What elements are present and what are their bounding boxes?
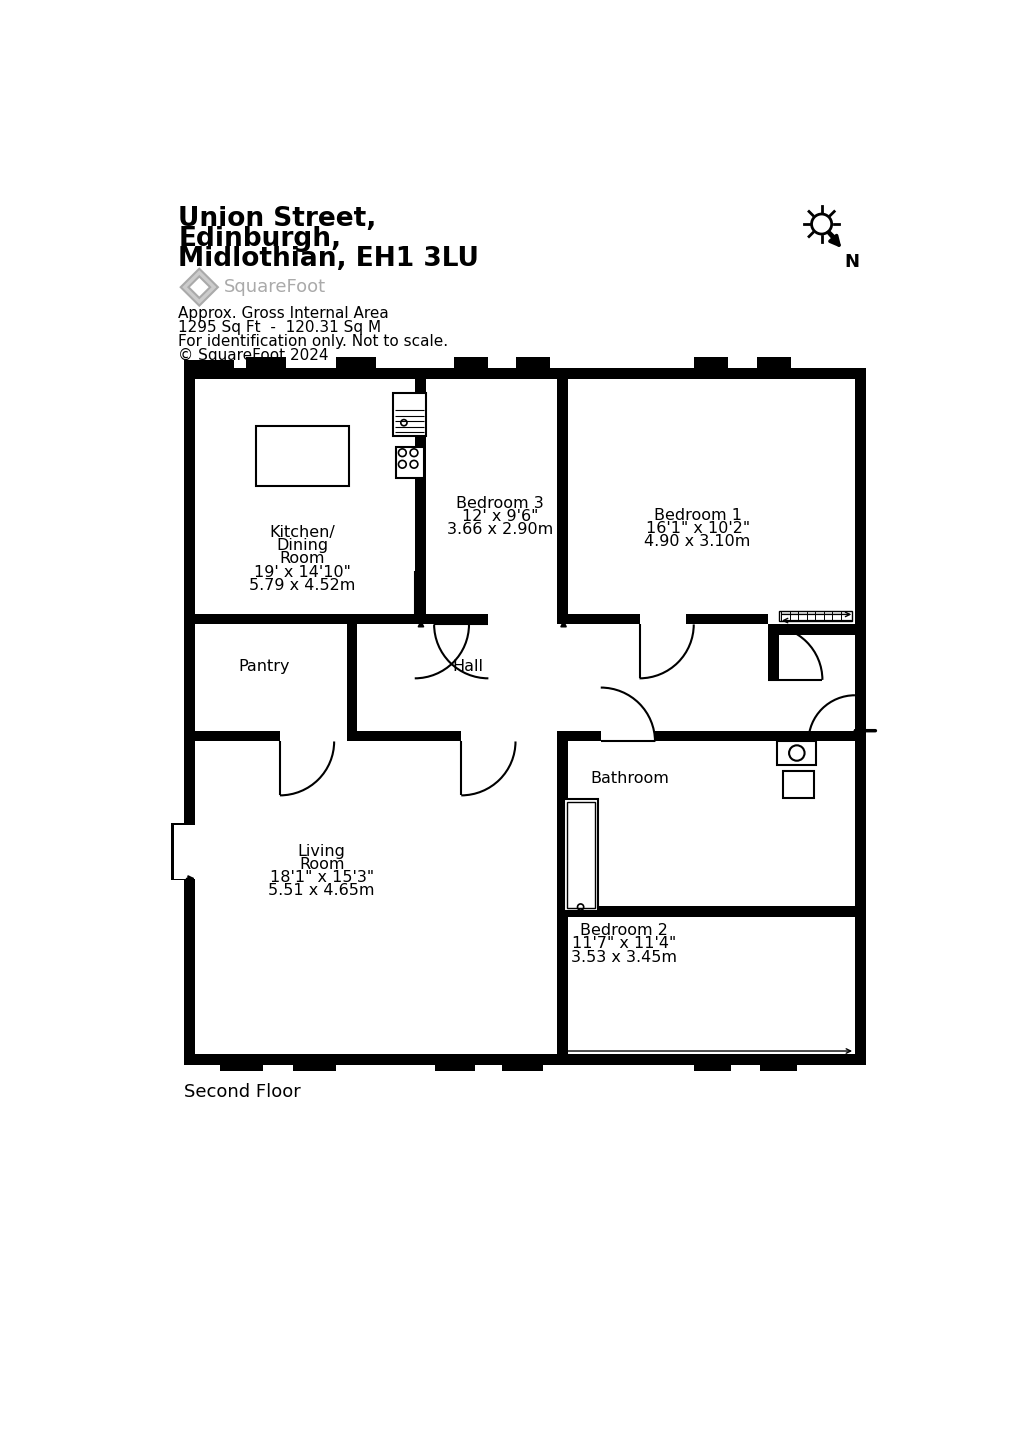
Text: Bedroom 1: Bedroom 1 — [653, 507, 741, 523]
Text: Approx. Gross Internal Area: Approx. Gross Internal Area — [178, 306, 389, 322]
Bar — [256, 425, 349, 486]
Text: Room: Room — [280, 552, 326, 566]
Bar — [454, 358, 487, 379]
Bar — [655, 730, 855, 741]
Text: N: N — [845, 253, 860, 272]
Bar — [183, 368, 866, 379]
Bar — [855, 368, 866, 1065]
Bar — [346, 625, 357, 741]
Bar — [357, 730, 415, 741]
Bar — [246, 358, 286, 379]
Text: Bathroom: Bathroom — [591, 770, 670, 786]
Bar — [183, 825, 195, 878]
Bar — [426, 614, 488, 625]
Text: 5.79 x 4.52m: 5.79 x 4.52m — [249, 578, 355, 592]
Bar — [686, 614, 768, 625]
Text: Bedroom 3: Bedroom 3 — [456, 496, 544, 512]
Text: 3.53 x 3.45m: 3.53 x 3.45m — [571, 950, 677, 964]
Bar — [183, 368, 195, 1065]
Bar — [171, 823, 195, 879]
Text: 1295 Sq Ft  -  120.31 Sq M: 1295 Sq Ft - 120.31 Sq M — [178, 320, 382, 335]
Text: Pantry: Pantry — [238, 660, 290, 674]
Bar — [777, 741, 816, 764]
Text: 4.90 x 3.10m: 4.90 x 3.10m — [644, 533, 751, 549]
Bar — [758, 358, 792, 379]
Text: Second Floor: Second Floor — [183, 1082, 301, 1101]
Text: Kitchen/: Kitchen/ — [269, 526, 335, 540]
Text: 3.66 x 2.90m: 3.66 x 2.90m — [446, 522, 553, 537]
Text: For identification only. Not to scale.: For identification only. Not to scale. — [178, 335, 449, 349]
Text: Bedroom 2: Bedroom 2 — [580, 924, 668, 938]
Bar — [779, 611, 852, 621]
Text: 19' x 14'10": 19' x 14'10" — [254, 565, 351, 579]
Text: 16'1" x 10'2": 16'1" x 10'2" — [645, 520, 750, 536]
Bar — [760, 1055, 797, 1071]
Bar — [183, 1055, 866, 1065]
Text: Living: Living — [298, 844, 346, 859]
Bar — [557, 907, 855, 917]
Bar — [515, 358, 550, 379]
Text: Room: Room — [299, 856, 344, 872]
Bar — [220, 1055, 263, 1071]
Bar — [566, 802, 595, 908]
Bar — [183, 361, 234, 379]
Bar — [568, 614, 640, 625]
Bar — [171, 823, 174, 879]
Bar — [693, 358, 728, 379]
Text: 11'7" x 11'4": 11'7" x 11'4" — [571, 937, 676, 951]
Bar — [174, 822, 195, 882]
Bar — [195, 614, 415, 625]
Text: Hall: Hall — [452, 660, 483, 674]
Text: Edinburgh,: Edinburgh, — [178, 227, 341, 253]
Text: © SquareFoot 2024: © SquareFoot 2024 — [178, 348, 329, 364]
Text: 12' x 9'6": 12' x 9'6" — [462, 509, 539, 525]
Bar — [768, 625, 779, 680]
Bar — [396, 447, 424, 479]
Polygon shape — [188, 276, 210, 297]
Text: SquareFoot: SquareFoot — [224, 279, 327, 296]
Text: 5.51 x 4.65m: 5.51 x 4.65m — [268, 882, 375, 898]
Text: Union Street,: Union Street, — [178, 207, 377, 233]
Bar — [563, 799, 598, 911]
Text: 18'1" x 15'3": 18'1" x 15'3" — [269, 869, 374, 885]
Bar — [336, 358, 376, 379]
Bar — [171, 823, 195, 825]
Bar — [783, 770, 814, 798]
Bar — [171, 878, 195, 879]
Bar — [293, 1055, 336, 1071]
Text: Midlothian, EH1 3LU: Midlothian, EH1 3LU — [178, 246, 479, 273]
Bar — [557, 379, 568, 625]
Bar — [415, 379, 426, 625]
Bar — [557, 741, 568, 1055]
Bar — [195, 730, 280, 741]
Bar — [693, 1055, 731, 1071]
Bar — [435, 1055, 475, 1071]
Bar — [557, 730, 601, 741]
Bar — [503, 1055, 543, 1071]
Bar — [768, 625, 855, 635]
Bar — [415, 730, 461, 741]
Bar — [195, 379, 855, 1055]
Polygon shape — [180, 269, 218, 306]
Bar — [393, 394, 426, 435]
Text: Dining: Dining — [276, 539, 329, 553]
